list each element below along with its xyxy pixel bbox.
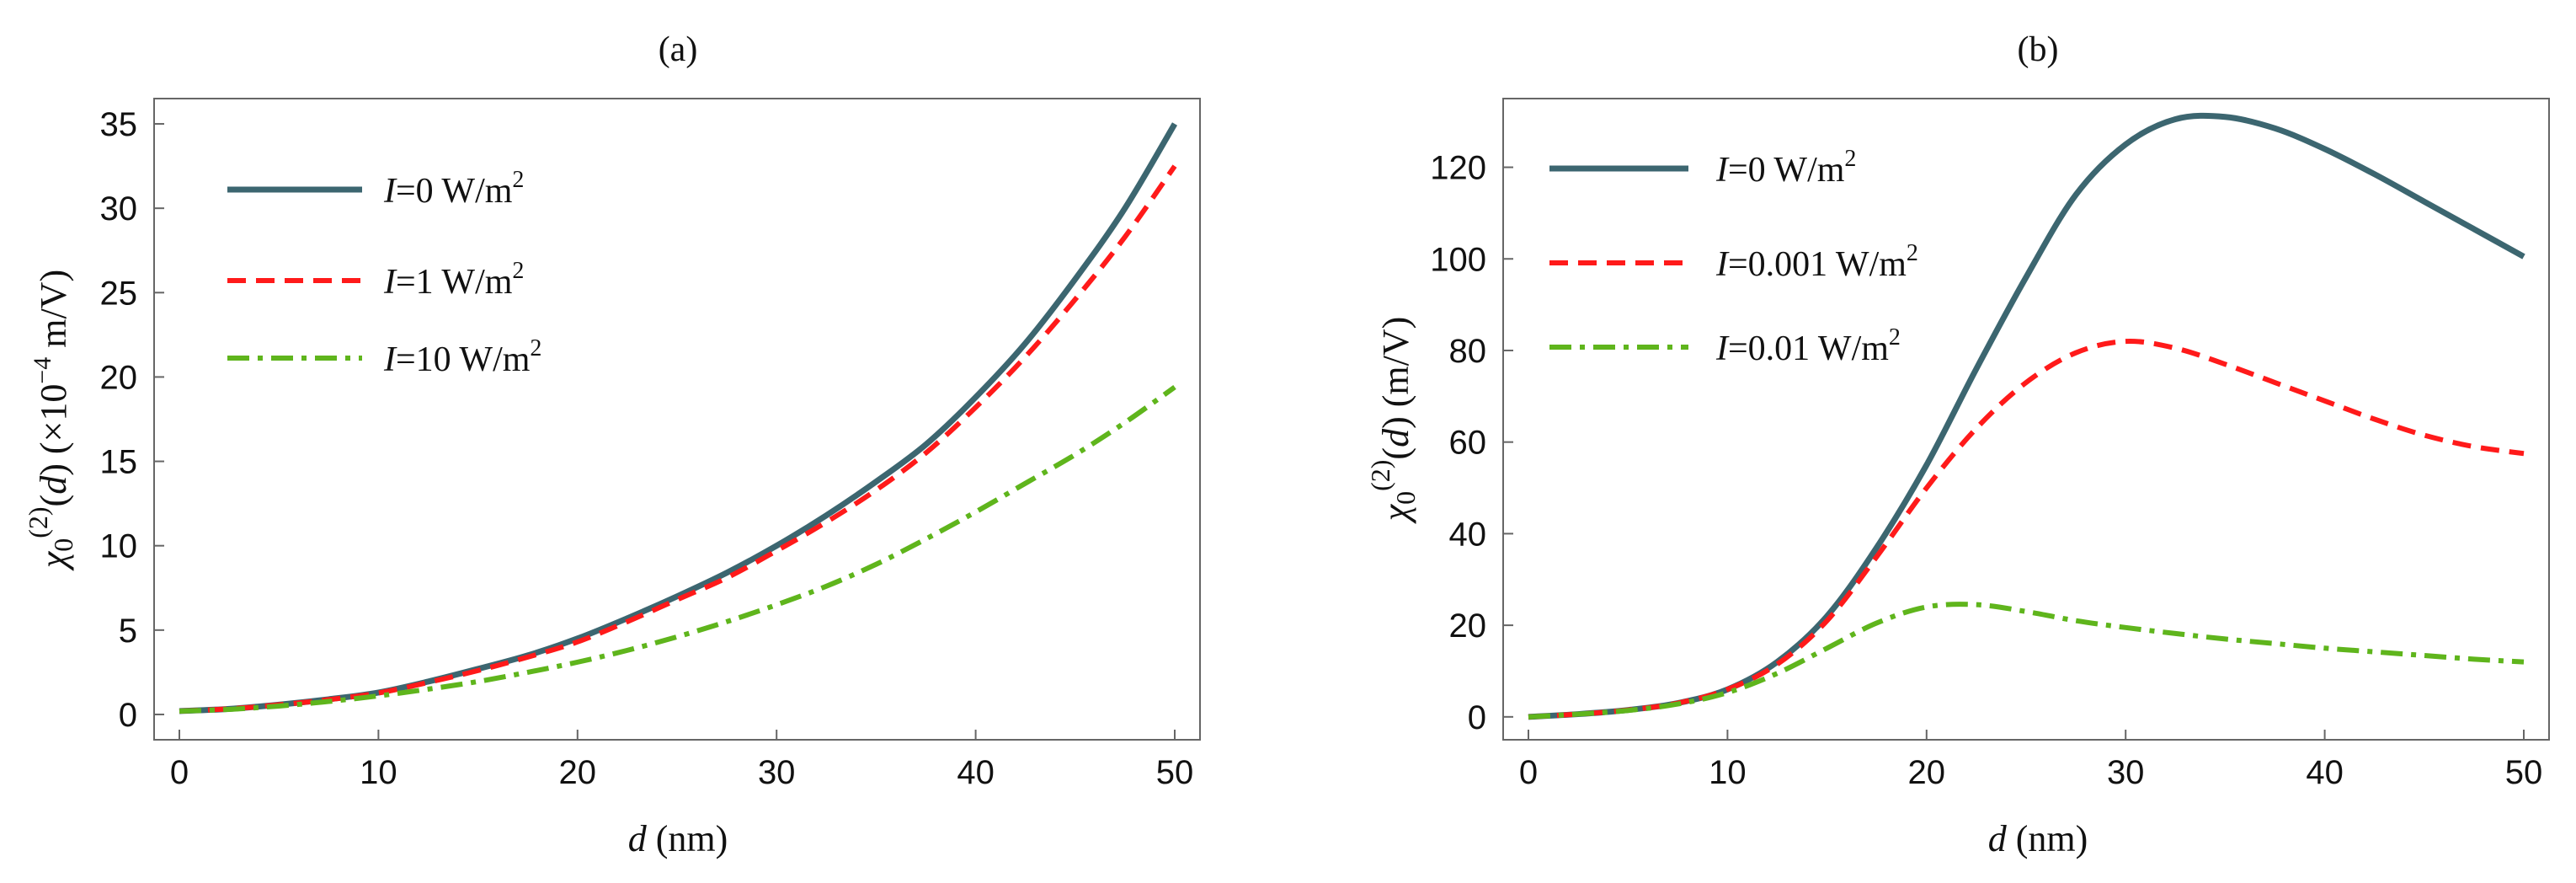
panel-a-frame bbox=[153, 98, 1201, 741]
panel-a-ytick-label-6: 30 bbox=[100, 190, 138, 227]
panel-a-ytick-label-5: 25 bbox=[100, 275, 138, 312]
panel-b-x-axis-label: d (nm) bbox=[1988, 818, 2088, 859]
panel-a-legend-label-1: I=1 W/m2 bbox=[383, 258, 524, 302]
panel-b-title: (b) bbox=[2018, 30, 2059, 69]
panel-a: (a) 0 5 10 15 20 25 30 35 0 10 20 30 40 50 I=0 W/m2 … bbox=[23, 30, 1201, 859]
panel-b-xtick-label-1: 10 bbox=[1709, 754, 1747, 791]
panel-b-legend-label-2: I=0.01 W/m2 bbox=[1715, 324, 1901, 368]
panel-b-xtick-label-5: 50 bbox=[2505, 754, 2543, 791]
panel-a-series-solid-line bbox=[179, 122, 1178, 714]
panel-b-ytick-label-2: 40 bbox=[1449, 516, 1487, 553]
panel-b-xtick-label-0: 0 bbox=[1519, 754, 1538, 791]
panel-a-y-axis-label: χ0(2)(d) (×10−4 m/V) bbox=[23, 270, 78, 571]
panel-b-ytick-label-5: 100 bbox=[1430, 241, 1486, 278]
panel-b-x-ticks: 0 10 20 30 40 50 bbox=[1519, 730, 2542, 791]
panel-a-ytick-label-0: 0 bbox=[119, 697, 137, 734]
panel-a-xtick-label-3: 30 bbox=[758, 754, 796, 791]
panel-b-series-dashed-line bbox=[1528, 338, 2525, 720]
panel-b-xtick-label-2: 20 bbox=[1908, 754, 1946, 791]
panel-a-ytick-label-4: 20 bbox=[100, 359, 138, 396]
panel-b-ytick-label-0: 0 bbox=[1468, 699, 1486, 736]
panel-b-xtick-label-4: 40 bbox=[2306, 754, 2344, 791]
panel-a-legend-label-2: I=10 W/m2 bbox=[383, 335, 541, 379]
panel-a-x-axis-label: d (nm) bbox=[628, 818, 728, 859]
panel-b-y-axis-label: χ0(2)(d) (m/V) bbox=[1365, 317, 1421, 525]
panel-b-xtick-label-3: 30 bbox=[2107, 754, 2145, 791]
panel-b-legend-label-0: I=0 W/m2 bbox=[1715, 146, 1856, 190]
panel-a-ytick-label-1: 5 bbox=[119, 613, 137, 650]
panel-b-ytick-label-3: 60 bbox=[1449, 425, 1487, 462]
panel-a-ytick-label-3: 15 bbox=[100, 444, 138, 481]
panel-a-ytick-label-2: 10 bbox=[100, 528, 138, 565]
panel-a-xtick-label-4: 40 bbox=[957, 754, 995, 791]
panel-b-ytick-label-1: 20 bbox=[1449, 607, 1487, 645]
panel-b-frame bbox=[1502, 98, 2550, 741]
panel-a-x-ticks: 0 10 20 30 40 50 bbox=[170, 730, 1193, 791]
panel-b-series bbox=[1528, 112, 2525, 720]
panel-b-ytick-label-4: 80 bbox=[1449, 333, 1487, 370]
panel-a-y-ticks: 0 5 10 15 20 25 30 35 bbox=[100, 106, 164, 734]
panel-b-ytick-label-6: 120 bbox=[1430, 150, 1486, 187]
panel-b-y-ticks: 0 20 40 60 80 100 120 bbox=[1430, 150, 1513, 736]
panel-a-title: (a) bbox=[659, 30, 698, 69]
panel-a-series-dashed-line bbox=[179, 164, 1177, 714]
panel-a-legend-label-0: I=0 W/m2 bbox=[383, 167, 524, 211]
panel-a-xtick-label-5: 50 bbox=[1156, 754, 1194, 791]
panel-a-ytick-label-7: 35 bbox=[100, 106, 138, 143]
panel-b-series-solid-line bbox=[1528, 112, 2525, 720]
panel-a-legend: I=0 W/m2 I=1 W/m2 I=10 W/m2 bbox=[227, 167, 541, 379]
panel-b-legend-label-1: I=0.001 W/m2 bbox=[1715, 240, 1918, 284]
panel-a-xtick-label-2: 20 bbox=[559, 754, 597, 791]
panel-a-series-dashdot-line bbox=[179, 385, 1176, 714]
panel-b: (b) 0 20 40 60 80 100 120 0 10 20 30 40 50 I=0 W/m2… bbox=[1365, 30, 2550, 859]
panel-b-series-dashdot-line bbox=[1528, 602, 2525, 720]
panel-a-series bbox=[179, 122, 1178, 714]
panel-b-legend: I=0 W/m2 I=0.001 W/m2 I=0.01 W/m2 bbox=[1549, 146, 1918, 368]
panel-a-xtick-label-0: 0 bbox=[170, 754, 189, 791]
panel-a-xtick-label-1: 10 bbox=[360, 754, 397, 791]
